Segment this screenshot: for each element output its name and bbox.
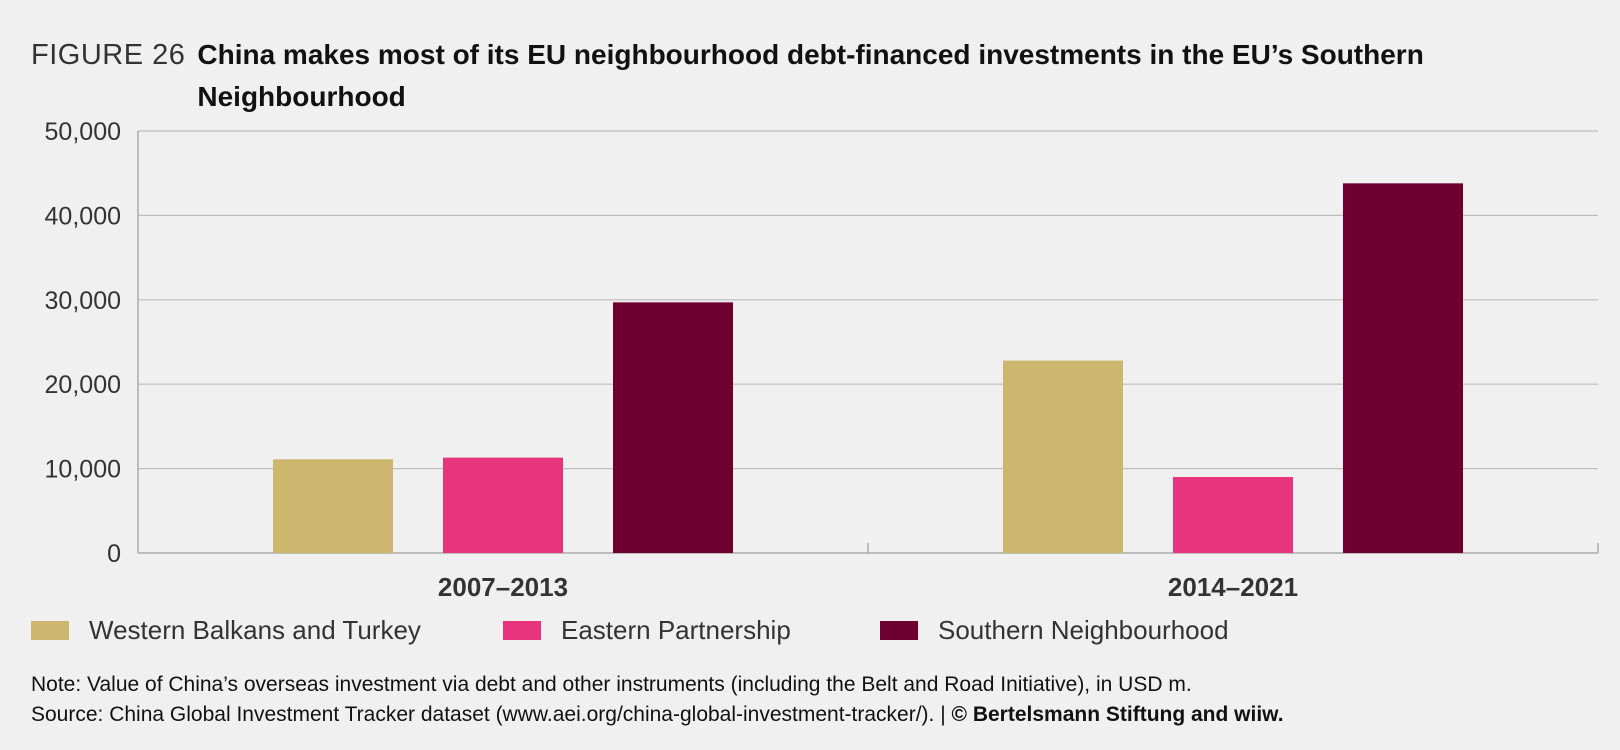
- x-category-label: 2014–2021: [1168, 572, 1298, 600]
- chart-notes: Note: Value of China’s overseas investme…: [31, 670, 1591, 730]
- y-tick-label: 20,000: [45, 371, 121, 399]
- source-line: Source: China Global Investment Tracker …: [31, 700, 1591, 730]
- figure-label: FIGURE 26: [31, 39, 186, 71]
- legend-swatch: [880, 620, 918, 640]
- legend-label: Eastern Partnership: [561, 614, 791, 645]
- legend-item-eastern-partnership: Eastern Partnership: [503, 615, 880, 646]
- note-text: Note: Value of China’s overseas investme…: [31, 673, 1192, 696]
- bar: [1003, 360, 1123, 553]
- y-tick-label: 40,000: [45, 202, 121, 230]
- bar-chart: 0 10,000 20,000 30,000 40,000 50,000 2007–2013…: [45, 118, 1599, 600]
- figure-header: FIGURE 26 China makes most of its EU nei…: [31, 34, 1551, 118]
- bar: [1343, 183, 1463, 553]
- y-tick-label: 50,000: [45, 118, 121, 146]
- source-text: Source: China Global Investment Tracker …: [31, 703, 952, 726]
- legend-label: Western Balkans and Turkey: [89, 614, 421, 645]
- y-tick-label: 10,000: [45, 456, 121, 484]
- legend-label: Southern Neighbourhood: [938, 614, 1229, 645]
- y-tick-label: 0: [107, 540, 121, 568]
- chart-title: China makes most of its EU neighbourhood…: [197, 39, 1424, 112]
- x-category-label: 2007–2013: [438, 572, 568, 600]
- bar: [273, 459, 393, 553]
- legend-item-western-balkans: Western Balkans and Turkey: [31, 615, 503, 646]
- legend-swatch: [503, 620, 541, 640]
- legend-swatch: [31, 620, 69, 640]
- y-tick-label: 30,000: [45, 287, 121, 315]
- legend: Western Balkans and Turkey Eastern Partn…: [31, 610, 1229, 650]
- bar: [613, 302, 733, 553]
- bar: [1173, 477, 1293, 553]
- bar: [443, 457, 563, 553]
- copyright-text: © Bertelsmann Stiftung and wiiw.: [951, 703, 1284, 726]
- legend-item-southern-neighbourhood: Southern Neighbourhood: [880, 615, 1229, 646]
